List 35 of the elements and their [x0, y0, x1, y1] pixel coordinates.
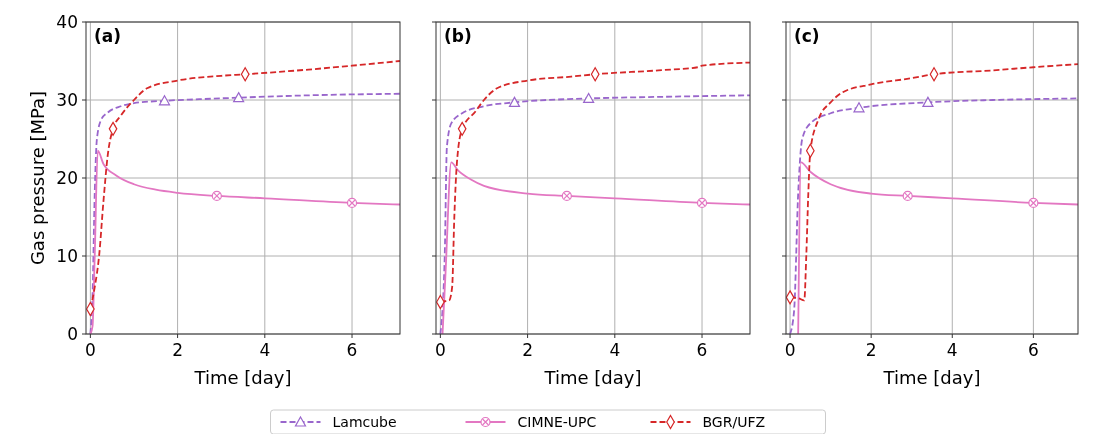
point [233, 92, 245, 103]
y-tick-label: 0 [67, 324, 78, 344]
x-tick-label: 4 [946, 340, 958, 360]
point [922, 96, 934, 107]
x-tick-label: 6 [696, 340, 708, 360]
chart-title: (a) [94, 26, 122, 46]
point [508, 96, 521, 107]
x-tick-label: 4 [259, 340, 271, 360]
legend-label: Lamcube [332, 414, 397, 430]
x-tick-label: 2 [522, 340, 533, 360]
line-series [89, 149, 400, 334]
x-tick-label: 2 [172, 340, 183, 360]
x-tick-label: 6 [346, 340, 358, 360]
chart-title: (b) [444, 26, 472, 46]
legend-label: CIMNE-UPC [517, 414, 597, 430]
x-tick-label: 0 [784, 340, 796, 360]
line-series [89, 92, 400, 334]
x-tick-label: 0 [434, 340, 446, 360]
chart-title: (c) [794, 26, 820, 46]
y-tick-label: 10 [56, 246, 78, 266]
x-tick-label: 0 [84, 340, 96, 360]
y-tick-label: 20 [56, 168, 78, 188]
point [583, 92, 595, 104]
x-axis-title: Time [day] [193, 367, 292, 388]
y-tick-label: 30 [56, 90, 78, 110]
y-axis-title: Gas pressure [MPa] [27, 90, 48, 266]
x-tick-label: 2 [865, 340, 877, 360]
x-tick-label: 6 [1027, 340, 1039, 360]
legend-label: BGR/UFZ [702, 414, 766, 430]
point [853, 102, 865, 113]
x-tick-label: 4 [609, 340, 621, 360]
y-tick-label: 40 [56, 12, 78, 32]
x-axis-title: Time [day] [882, 367, 981, 388]
point [158, 95, 171, 106]
x-axis-title: Time [day] [543, 367, 642, 388]
